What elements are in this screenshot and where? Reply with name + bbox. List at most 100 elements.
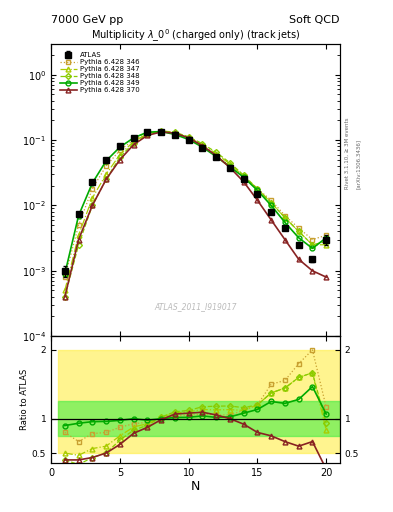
Pythia 6.428 347 bbox=[186, 134, 191, 140]
Pythia 6.428 348 bbox=[228, 160, 232, 166]
Line: Pythia 6.428 347: Pythia 6.428 347 bbox=[62, 129, 329, 293]
Pythia 6.428 346 bbox=[241, 173, 246, 179]
Pythia 6.428 348 bbox=[76, 242, 81, 248]
Pythia 6.428 370 bbox=[255, 197, 260, 203]
Pythia 6.428 370 bbox=[310, 268, 315, 274]
Pythia 6.428 349 bbox=[159, 129, 163, 135]
Pythia 6.428 370 bbox=[104, 176, 108, 182]
Pythia 6.428 347 bbox=[173, 130, 177, 136]
Pythia 6.428 370 bbox=[214, 153, 219, 159]
Pythia 6.428 349 bbox=[173, 132, 177, 138]
Line: Pythia 6.428 346: Pythia 6.428 346 bbox=[63, 130, 328, 279]
Line: Pythia 6.428 348: Pythia 6.428 348 bbox=[63, 129, 328, 299]
Pythia 6.428 347 bbox=[296, 228, 301, 234]
Text: Rivet 3.1.10, ≥ 3M events: Rivet 3.1.10, ≥ 3M events bbox=[345, 118, 350, 189]
Pythia 6.428 346 bbox=[324, 232, 329, 238]
Pythia 6.428 370 bbox=[324, 274, 329, 280]
Pythia 6.428 370 bbox=[228, 164, 232, 170]
Pythia 6.428 370 bbox=[296, 256, 301, 262]
Pythia 6.428 346 bbox=[310, 237, 315, 243]
Text: Soft QCD: Soft QCD bbox=[290, 14, 340, 25]
Pythia 6.428 346 bbox=[159, 129, 163, 135]
Pythia 6.428 349 bbox=[104, 158, 108, 164]
Pythia 6.428 349 bbox=[214, 154, 219, 160]
Pythia 6.428 347 bbox=[269, 200, 274, 206]
Pythia 6.428 346 bbox=[283, 212, 287, 219]
Pythia 6.428 346 bbox=[76, 222, 81, 228]
Pythia 6.428 370 bbox=[62, 294, 67, 300]
Pythia 6.428 348 bbox=[283, 215, 287, 221]
Title: Multiplicity $\lambda\_0^0$ (charged only) (track jets): Multiplicity $\lambda\_0^0$ (charged onl… bbox=[91, 27, 300, 44]
Pythia 6.428 347 bbox=[62, 287, 67, 293]
Pythia 6.428 348 bbox=[269, 200, 274, 206]
Pythia 6.428 346 bbox=[62, 274, 67, 280]
Pythia 6.428 346 bbox=[173, 131, 177, 137]
Pythia 6.428 347 bbox=[159, 128, 163, 134]
Pythia 6.428 348 bbox=[255, 186, 260, 192]
Pythia 6.428 370 bbox=[76, 237, 81, 243]
Pythia 6.428 348 bbox=[310, 242, 315, 248]
Pythia 6.428 346 bbox=[269, 197, 274, 203]
Pythia 6.428 348 bbox=[90, 202, 95, 208]
Pythia 6.428 348 bbox=[214, 149, 219, 155]
Pythia 6.428 348 bbox=[62, 294, 67, 300]
Pythia 6.428 348 bbox=[104, 176, 108, 182]
Pythia 6.428 346 bbox=[200, 143, 205, 150]
Pythia 6.428 346 bbox=[186, 136, 191, 142]
Pythia 6.428 347 bbox=[310, 242, 315, 248]
Pythia 6.428 349 bbox=[118, 144, 122, 150]
Pythia 6.428 348 bbox=[186, 134, 191, 140]
Pythia 6.428 349 bbox=[90, 180, 95, 186]
Pythia 6.428 347 bbox=[145, 131, 150, 137]
Pythia 6.428 348 bbox=[324, 239, 329, 245]
Pythia 6.428 370 bbox=[159, 129, 163, 135]
Pythia 6.428 370 bbox=[200, 143, 205, 149]
Pythia 6.428 346 bbox=[228, 163, 232, 169]
Pythia 6.428 346 bbox=[104, 163, 108, 169]
Pythia 6.428 346 bbox=[255, 186, 260, 192]
Pythia 6.428 347 bbox=[324, 242, 329, 248]
Legend: ATLAS, Pythia 6.428 346, Pythia 6.428 347, Pythia 6.428 348, Pythia 6.428 349, P: ATLAS, Pythia 6.428 346, Pythia 6.428 34… bbox=[57, 49, 142, 96]
Pythia 6.428 347 bbox=[255, 186, 260, 192]
Pythia 6.428 346 bbox=[214, 153, 219, 159]
Pythia 6.428 370 bbox=[131, 142, 136, 148]
Pythia 6.428 347 bbox=[200, 142, 205, 148]
Pythia 6.428 349 bbox=[131, 135, 136, 141]
Pythia 6.428 347 bbox=[283, 215, 287, 221]
Pythia 6.428 349 bbox=[310, 245, 315, 251]
Pythia 6.428 370 bbox=[90, 202, 95, 208]
Y-axis label: Ratio to ATLAS: Ratio to ATLAS bbox=[20, 369, 29, 431]
Pythia 6.428 348 bbox=[145, 132, 150, 138]
Pythia 6.428 349 bbox=[228, 164, 232, 170]
Pythia 6.428 347 bbox=[76, 232, 81, 238]
Pythia 6.428 348 bbox=[296, 228, 301, 234]
Pythia 6.428 349 bbox=[324, 234, 329, 241]
Pythia 6.428 348 bbox=[118, 154, 122, 160]
Pythia 6.428 349 bbox=[62, 271, 67, 277]
Line: Pythia 6.428 349: Pythia 6.428 349 bbox=[62, 129, 329, 276]
Pythia 6.428 349 bbox=[269, 202, 274, 208]
Pythia 6.428 349 bbox=[200, 144, 205, 150]
Pythia 6.428 348 bbox=[131, 140, 136, 146]
Pythia 6.428 348 bbox=[173, 129, 177, 135]
Pythia 6.428 347 bbox=[90, 195, 95, 201]
X-axis label: N: N bbox=[191, 480, 200, 493]
Pythia 6.428 349 bbox=[296, 234, 301, 241]
Pythia 6.428 370 bbox=[241, 179, 246, 185]
Pythia 6.428 346 bbox=[145, 130, 150, 136]
Pythia 6.428 370 bbox=[173, 130, 177, 136]
Pythia 6.428 349 bbox=[76, 212, 81, 219]
Pythia 6.428 349 bbox=[145, 129, 150, 135]
Pythia 6.428 347 bbox=[228, 161, 232, 167]
Pythia 6.428 348 bbox=[241, 172, 246, 178]
Line: Pythia 6.428 370: Pythia 6.428 370 bbox=[62, 130, 329, 299]
Pythia 6.428 370 bbox=[283, 237, 287, 243]
Pythia 6.428 348 bbox=[200, 141, 205, 147]
Pythia 6.428 348 bbox=[159, 128, 163, 134]
Pythia 6.428 349 bbox=[283, 219, 287, 225]
Pythia 6.428 347 bbox=[214, 151, 219, 157]
Pythia 6.428 349 bbox=[241, 174, 246, 180]
Pythia 6.428 347 bbox=[104, 171, 108, 177]
Pythia 6.428 370 bbox=[118, 157, 122, 163]
Text: 7000 GeV pp: 7000 GeV pp bbox=[51, 14, 123, 25]
